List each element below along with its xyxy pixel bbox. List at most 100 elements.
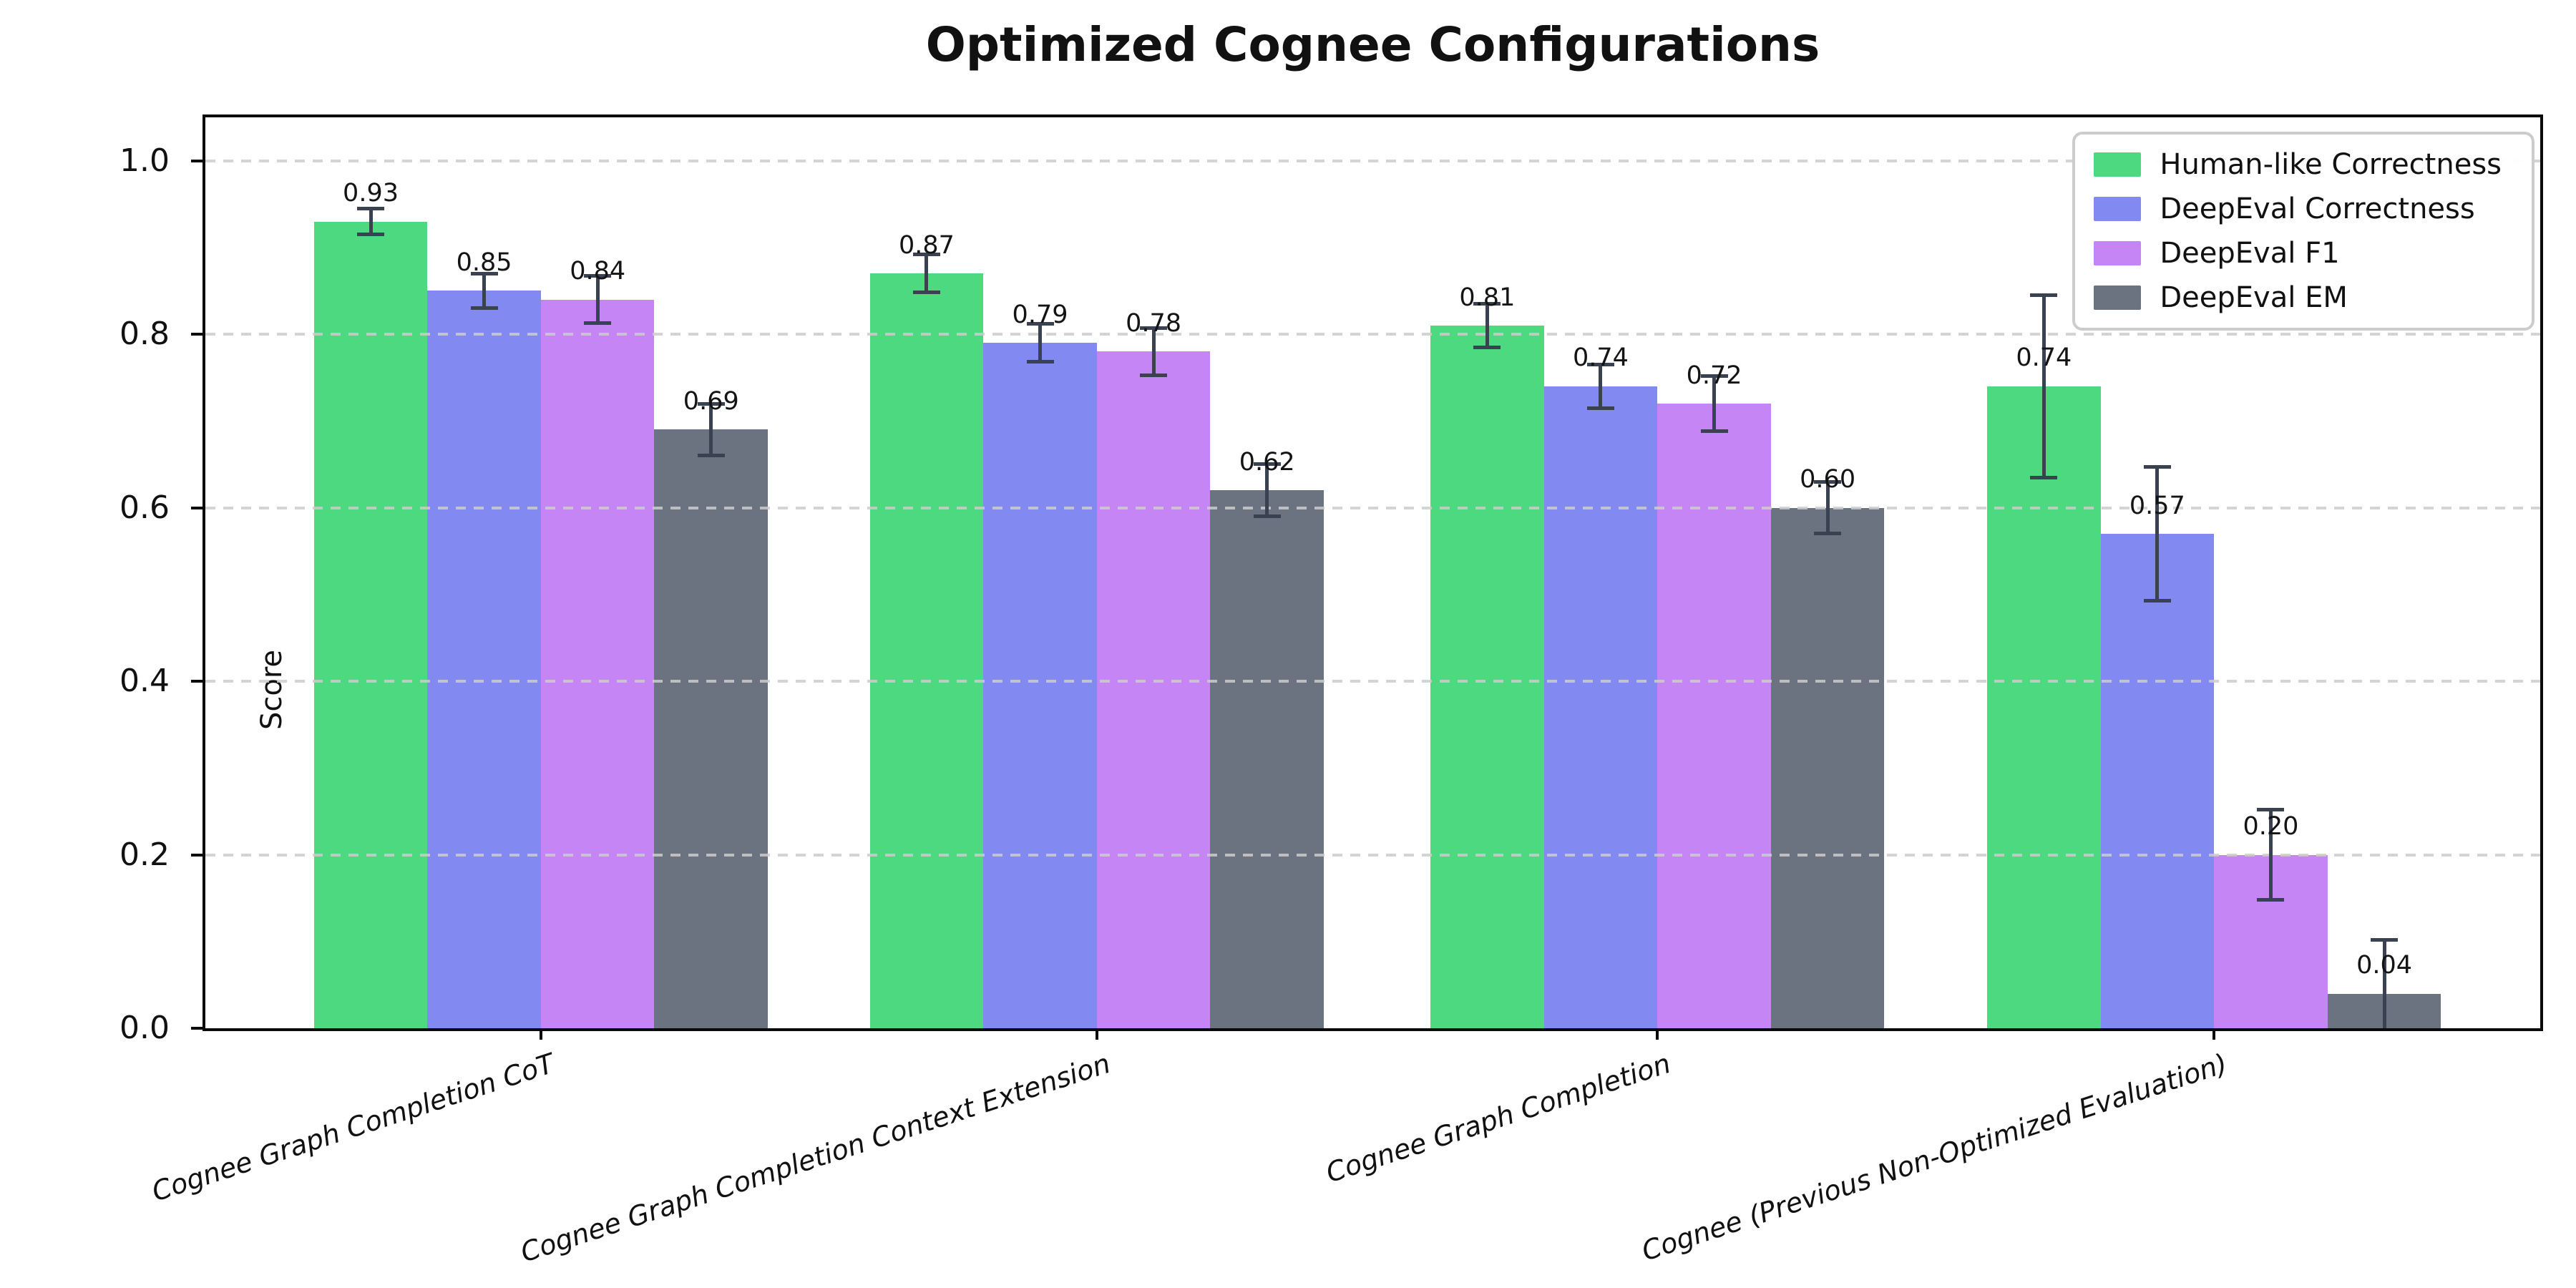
error-bar [709, 404, 713, 456]
legend-entry: Human-like Correctness [2094, 147, 2502, 182]
gridline [205, 506, 2540, 509]
y-tick-mark [191, 680, 203, 683]
error-bar-cap-bottom [2030, 475, 2058, 479]
legend-label: DeepEval Correctness [2160, 192, 2475, 225]
error-bar-cap-bottom [1473, 345, 1501, 349]
legend-label: DeepEval EM [2160, 281, 2348, 314]
x-tick-mark [1656, 1028, 1659, 1040]
legend: Human-like Correctness DeepEval Correctne… [2072, 132, 2534, 331]
bar [313, 221, 428, 1028]
error-bar-cap-top [1253, 462, 1281, 467]
bar-value-label: 0.74 [1573, 343, 1629, 373]
bar-value-label: 0.20 [2243, 812, 2299, 841]
error-bar [1038, 323, 1043, 362]
y-tick-mark [191, 159, 203, 162]
bar [983, 343, 1097, 1028]
error-bar [482, 273, 487, 308]
error-bar-cap-bottom [912, 291, 940, 295]
bar [1770, 507, 1885, 1028]
legend-label: Human-like Correctness [2160, 148, 2502, 181]
bar-value-label: 0.72 [1686, 361, 1742, 390]
error-bar-cap-bottom [1586, 406, 1614, 410]
error-bar-cap-bottom [1253, 514, 1281, 519]
y-tick-label: 0.0 [119, 1010, 170, 1046]
legend-swatch [2094, 286, 2142, 310]
gridline [205, 333, 2540, 336]
y-tick-mark [191, 853, 203, 857]
bar [1543, 386, 1658, 1028]
bar-value-label: 0.57 [2129, 491, 2185, 520]
bar-value-label: 0.62 [1239, 447, 1295, 477]
y-tick-label: 0.8 [119, 316, 170, 353]
bar [869, 273, 984, 1028]
bar-value-label: 0.85 [456, 248, 512, 278]
error-bar [1151, 328, 1156, 376]
y-axis-label: Score [255, 649, 288, 731]
error-bar [369, 208, 373, 235]
x-tick-label: Cognee Graph Completion [1322, 1047, 1675, 1189]
error-bar-cap-top [357, 206, 385, 210]
error-bar-cap-bottom [470, 306, 498, 311]
error-bar-cap-bottom [1140, 373, 1168, 377]
error-bar-cap-bottom [1814, 532, 1842, 536]
y-tick-label: 0.6 [119, 489, 170, 526]
bar-value-label: 0.78 [1126, 308, 1182, 338]
error-bar-cap-top [470, 271, 498, 275]
error-bar-cap-bottom [2257, 898, 2285, 902]
bar-value-label: 0.81 [1459, 283, 1516, 312]
gridline [205, 159, 2540, 162]
legend-entry: DeepEval EM [2094, 280, 2502, 315]
bar-value-label: 0.79 [1012, 300, 1068, 329]
bar [1096, 351, 1211, 1028]
y-tick-label: 0.2 [119, 836, 170, 873]
bar-value-label: 0.93 [343, 179, 399, 208]
error-bar [924, 254, 929, 293]
error-bar-cap-top [2257, 807, 2285, 811]
legend-entry: DeepEval Correctness [2094, 192, 2502, 226]
error-bar [2382, 940, 2386, 1028]
bar [1657, 404, 1771, 1028]
y-tick-mark [191, 333, 203, 336]
error-bar [1712, 376, 1717, 431]
y-tick-mark [191, 1027, 203, 1030]
chart-title: Optimized Cognee Configurations [925, 17, 1820, 72]
error-bar-cap-top [1814, 479, 1842, 484]
y-tick-label: 0.4 [119, 663, 170, 700]
error-bar-cap-top [1473, 302, 1501, 306]
legend-entry: DeepEval F1 [2094, 236, 2502, 270]
error-bar [1485, 303, 1489, 348]
legend-swatch [2094, 152, 2142, 177]
bar [1210, 490, 1324, 1028]
bar [1986, 386, 2101, 1028]
error-bar-cap-top [697, 401, 725, 406]
bar-value-label: 0.84 [570, 257, 626, 286]
x-tick-mark [1095, 1028, 1098, 1040]
x-tick-label: Cognee (Previous Non-Optimized Evaluatio… [1638, 1047, 2232, 1267]
bar-value-label: 0.87 [898, 230, 955, 260]
error-bar-cap-bottom [584, 321, 612, 325]
x-tick-mark [2212, 1028, 2216, 1040]
error-bar [595, 275, 600, 323]
error-bar [2155, 467, 2160, 601]
error-bar-cap-top [2030, 293, 2058, 298]
error-bar-cap-top [584, 274, 612, 278]
error-bar-cap-top [2371, 937, 2399, 942]
bar [427, 291, 541, 1028]
error-bar [1265, 464, 1269, 517]
bar-value-label: 0.60 [1800, 465, 1856, 494]
error-bar-cap-top [1026, 322, 1054, 326]
bar-value-label: 0.74 [2016, 343, 2072, 373]
error-bar [1599, 364, 1603, 409]
y-tick-mark [191, 506, 203, 509]
error-bar-cap-top [2143, 465, 2171, 469]
bar [2100, 533, 2215, 1028]
error-bar-cap-bottom [1700, 429, 1728, 434]
gridline [205, 853, 2540, 857]
bar-value-label: 0.04 [2356, 951, 2412, 980]
legend-label: DeepEval F1 [2160, 237, 2340, 270]
error-bar-cap-top [1700, 374, 1728, 378]
error-bar [1825, 482, 1830, 534]
x-tick-mark [539, 1028, 542, 1040]
plot-area: Score Human-like Correctness DeepEval Cor… [119, 114, 2543, 1269]
